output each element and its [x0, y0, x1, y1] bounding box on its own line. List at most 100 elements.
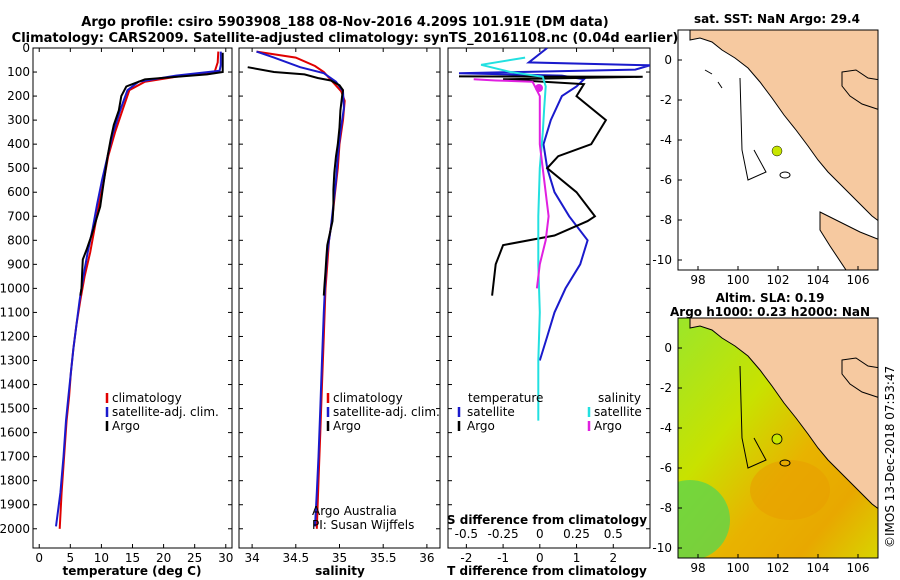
- t-difference-xlabel: T difference from climatology: [447, 564, 647, 578]
- x-tick-label: 35.5: [370, 551, 397, 565]
- depth-tick-labels: 0 100 200 300 400 500 600 700 800 900 1000 1100 1200…: [0, 41, 30, 536]
- y-tick-label: 200: [7, 89, 30, 103]
- salinity-marker: [535, 84, 543, 92]
- y-tick-label: 700: [7, 209, 30, 223]
- x-tick-label: -2: [460, 551, 472, 565]
- x-tick-label: 5: [66, 551, 74, 565]
- s-tick-label: 0.5: [604, 527, 623, 541]
- map-x-tick-label: 104: [807, 561, 830, 575]
- sla-map-title-1: Altim. SLA: 0.19: [716, 291, 825, 305]
- sla-map-tick-labels: 98 100 102 104 106 0 -2 -4 -6 -8 -10: [652, 341, 869, 575]
- series-argo: [79, 52, 224, 296]
- imos-watermark: ©IMOS 13-Dec-2018 07:53:47: [883, 366, 897, 548]
- map-x-tick-label: 106: [847, 273, 870, 287]
- map-y-tick-label: -2: [660, 381, 672, 395]
- series-climatology: [256, 50, 346, 529]
- x-tick-label: 15: [125, 551, 140, 565]
- sst-map-tick-labels: 98 100 102 104 106 0 -2 -4 -6 -8 -10: [652, 53, 869, 287]
- temperature-tick-labels: 0 5 10 15 20 25 30: [33, 47, 233, 565]
- legend-label: satellite-adj. clim.: [333, 405, 440, 419]
- x-tick-label: 10: [94, 551, 109, 565]
- y-tick-label: 1200: [0, 329, 30, 343]
- s-tick-label: -0.25: [488, 527, 519, 541]
- s-difference-tick-labels: -0.5 -0.25 0 0.25 0.5: [455, 527, 623, 541]
- y-tick-label: 1100: [0, 305, 30, 319]
- legend-label: satellite: [594, 405, 642, 419]
- series-climatology: [58, 51, 220, 529]
- legend-title-temperature: temperature: [468, 391, 543, 405]
- map-x-tick-label: 98: [690, 273, 705, 287]
- map-y-tick-label: 0: [664, 53, 672, 67]
- x-tick-label: 34.5: [282, 551, 309, 565]
- map-x-tick-label: 102: [767, 561, 790, 575]
- map-x-tick-label: 98: [690, 561, 705, 575]
- legend-label: Argo: [594, 419, 622, 433]
- s-tick-label: -0.5: [455, 527, 478, 541]
- salinity-xlabel: salinity: [315, 564, 365, 578]
- y-tick-label: 1500: [0, 402, 30, 416]
- sumatra-landmass-sla: [689, 318, 878, 510]
- temperature-xlabel: temperature (deg C): [63, 564, 202, 578]
- y-tick-label: 2000: [0, 522, 30, 536]
- s-difference-xlabel: S difference from climatology: [447, 513, 647, 527]
- x-tick-label: 36: [419, 551, 434, 565]
- y-tick-label: 1900: [0, 498, 30, 512]
- difference-axes-frame: [447, 47, 651, 549]
- x-tick-label: 0: [536, 551, 544, 565]
- map-y-tick-label: -8: [660, 501, 672, 515]
- y-tick-label: 1400: [0, 378, 30, 392]
- salinity-panel: 34 34.5 35 35.5 36 salinity climatologysatel…: [238, 47, 441, 578]
- map-x-tick-label: 100: [727, 561, 750, 575]
- x-tick-label: 20: [156, 551, 171, 565]
- y-tick-label: 900: [7, 257, 30, 271]
- map-y-tick-label: -10: [652, 541, 672, 555]
- pi-label: PI: Susan Wijffels: [312, 518, 414, 532]
- map-y-tick-label: -4: [660, 421, 672, 435]
- sumatra-landmass: [689, 30, 878, 222]
- y-tick-label: 100: [7, 65, 30, 79]
- difference-panel: -2 -1 0 1 2 -0.5 -0.25 0 0.25 0.5 S difference f…: [447, 47, 651, 578]
- legend-title-salinity: salinity: [598, 391, 641, 405]
- map-x-tick-label: 100: [727, 273, 750, 287]
- map-y-tick-label: -8: [660, 213, 672, 227]
- x-tick-label: 0: [35, 551, 43, 565]
- y-tick-label: 1600: [0, 426, 30, 440]
- temperature-series: [55, 51, 224, 529]
- difference-series: [458, 48, 650, 421]
- map-y-tick-label: -2: [660, 93, 672, 107]
- map-y-tick-label: -6: [660, 461, 672, 475]
- y-tick-label: 300: [7, 113, 30, 127]
- sst-map-title: sat. SST: NaN Argo: 29.4: [694, 12, 860, 26]
- argo-position-marker-sla: [771, 433, 783, 445]
- map-x-tick-label: 106: [847, 561, 870, 575]
- y-tick-label: 1700: [0, 450, 30, 464]
- salinity-tick-labels: 34 34.5 35 35.5 36: [239, 47, 440, 565]
- x-tick-label: 35: [332, 551, 347, 565]
- t-difference-tick-labels: -2 -1 0 1 2: [448, 47, 650, 565]
- y-tick-label: 600: [7, 185, 30, 199]
- series-t-satellite: [458, 48, 650, 361]
- x-tick-label: 25: [187, 551, 202, 565]
- map-y-tick-label: -4: [660, 133, 672, 147]
- x-tick-label: 2: [609, 551, 617, 565]
- y-tick-label: 1800: [0, 474, 30, 488]
- temperature-panel: 0100200300400500600700800900100011001200…: [0, 41, 233, 578]
- x-tick-label: -1: [497, 551, 509, 565]
- s-tick-label: 0: [536, 527, 544, 541]
- series-satellite-adj-clim-: [256, 50, 345, 527]
- map-y-tick-label: 0: [664, 341, 672, 355]
- title-line-1: Argo profile: csiro 5903908_188 08-Nov-2…: [81, 15, 608, 30]
- x-tick-label: 1: [573, 551, 581, 565]
- legend-label: Argo: [467, 419, 495, 433]
- y-tick-label: 800: [7, 233, 30, 247]
- y-tick-label: 0: [22, 41, 30, 55]
- argo-australia-label: Argo Australia: [312, 504, 397, 518]
- s-tick-label: 0.25: [563, 527, 590, 541]
- map-y-tick-label: -10: [652, 253, 672, 267]
- y-tick-label: 500: [7, 161, 30, 175]
- map-x-tick-label: 102: [767, 273, 790, 287]
- y-tick-label: 1000: [0, 281, 30, 295]
